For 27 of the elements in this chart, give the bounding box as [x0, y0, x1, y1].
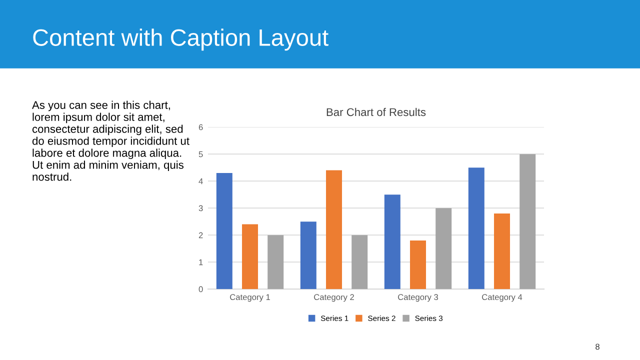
x-tick-label: Category 2 [314, 294, 354, 302]
bar [468, 168, 484, 290]
bar [520, 154, 536, 290]
x-tick-label: Category 3 [398, 294, 438, 302]
text: As you can see in this chart, lorem ipsum dolor sit amet, consectetur adipiscing elit, sed do eiusmod tempor incididunt ut labore et dolore magna aliqua. Ut enim ad minim veniam, quis nostrud. [32, 100, 190, 181]
bar [216, 172, 232, 290]
y-tick-label: 4 [198, 178, 203, 184]
bar [242, 224, 258, 290]
bar [384, 194, 400, 290]
bar [494, 213, 510, 290]
y-tick-label: 0 [198, 286, 203, 292]
bar [410, 240, 426, 290]
chart-title: Bar Chart of Results [326, 108, 426, 116]
bar [436, 208, 452, 290]
bar [326, 170, 342, 290]
text: Content with Caption Layout [33, 28, 328, 51]
y-tick-label: 6 [198, 124, 203, 130]
y-tick-label: 3 [198, 205, 203, 212]
x-tick-label: Category 4 [482, 294, 522, 302]
bar [268, 235, 284, 290]
x-tick-label: Category 1 [230, 294, 270, 302]
y-tick-label: 1 [199, 259, 203, 266]
bar [300, 222, 316, 290]
y-tick-label: 2 [198, 232, 203, 238]
bar [352, 235, 368, 290]
text: 8 [596, 344, 600, 350]
y-tick-label: 5 [198, 151, 203, 158]
